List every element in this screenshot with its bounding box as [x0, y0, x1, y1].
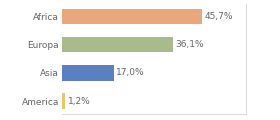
Text: 36,1%: 36,1%	[175, 40, 204, 49]
Bar	[62, 37, 173, 52]
Text: 1,2%: 1,2%	[68, 97, 90, 106]
Bar	[62, 9, 202, 24]
Bar	[62, 65, 114, 81]
Text: 17,0%: 17,0%	[116, 68, 145, 77]
Text: 45,7%: 45,7%	[205, 12, 233, 21]
Bar	[62, 93, 65, 109]
